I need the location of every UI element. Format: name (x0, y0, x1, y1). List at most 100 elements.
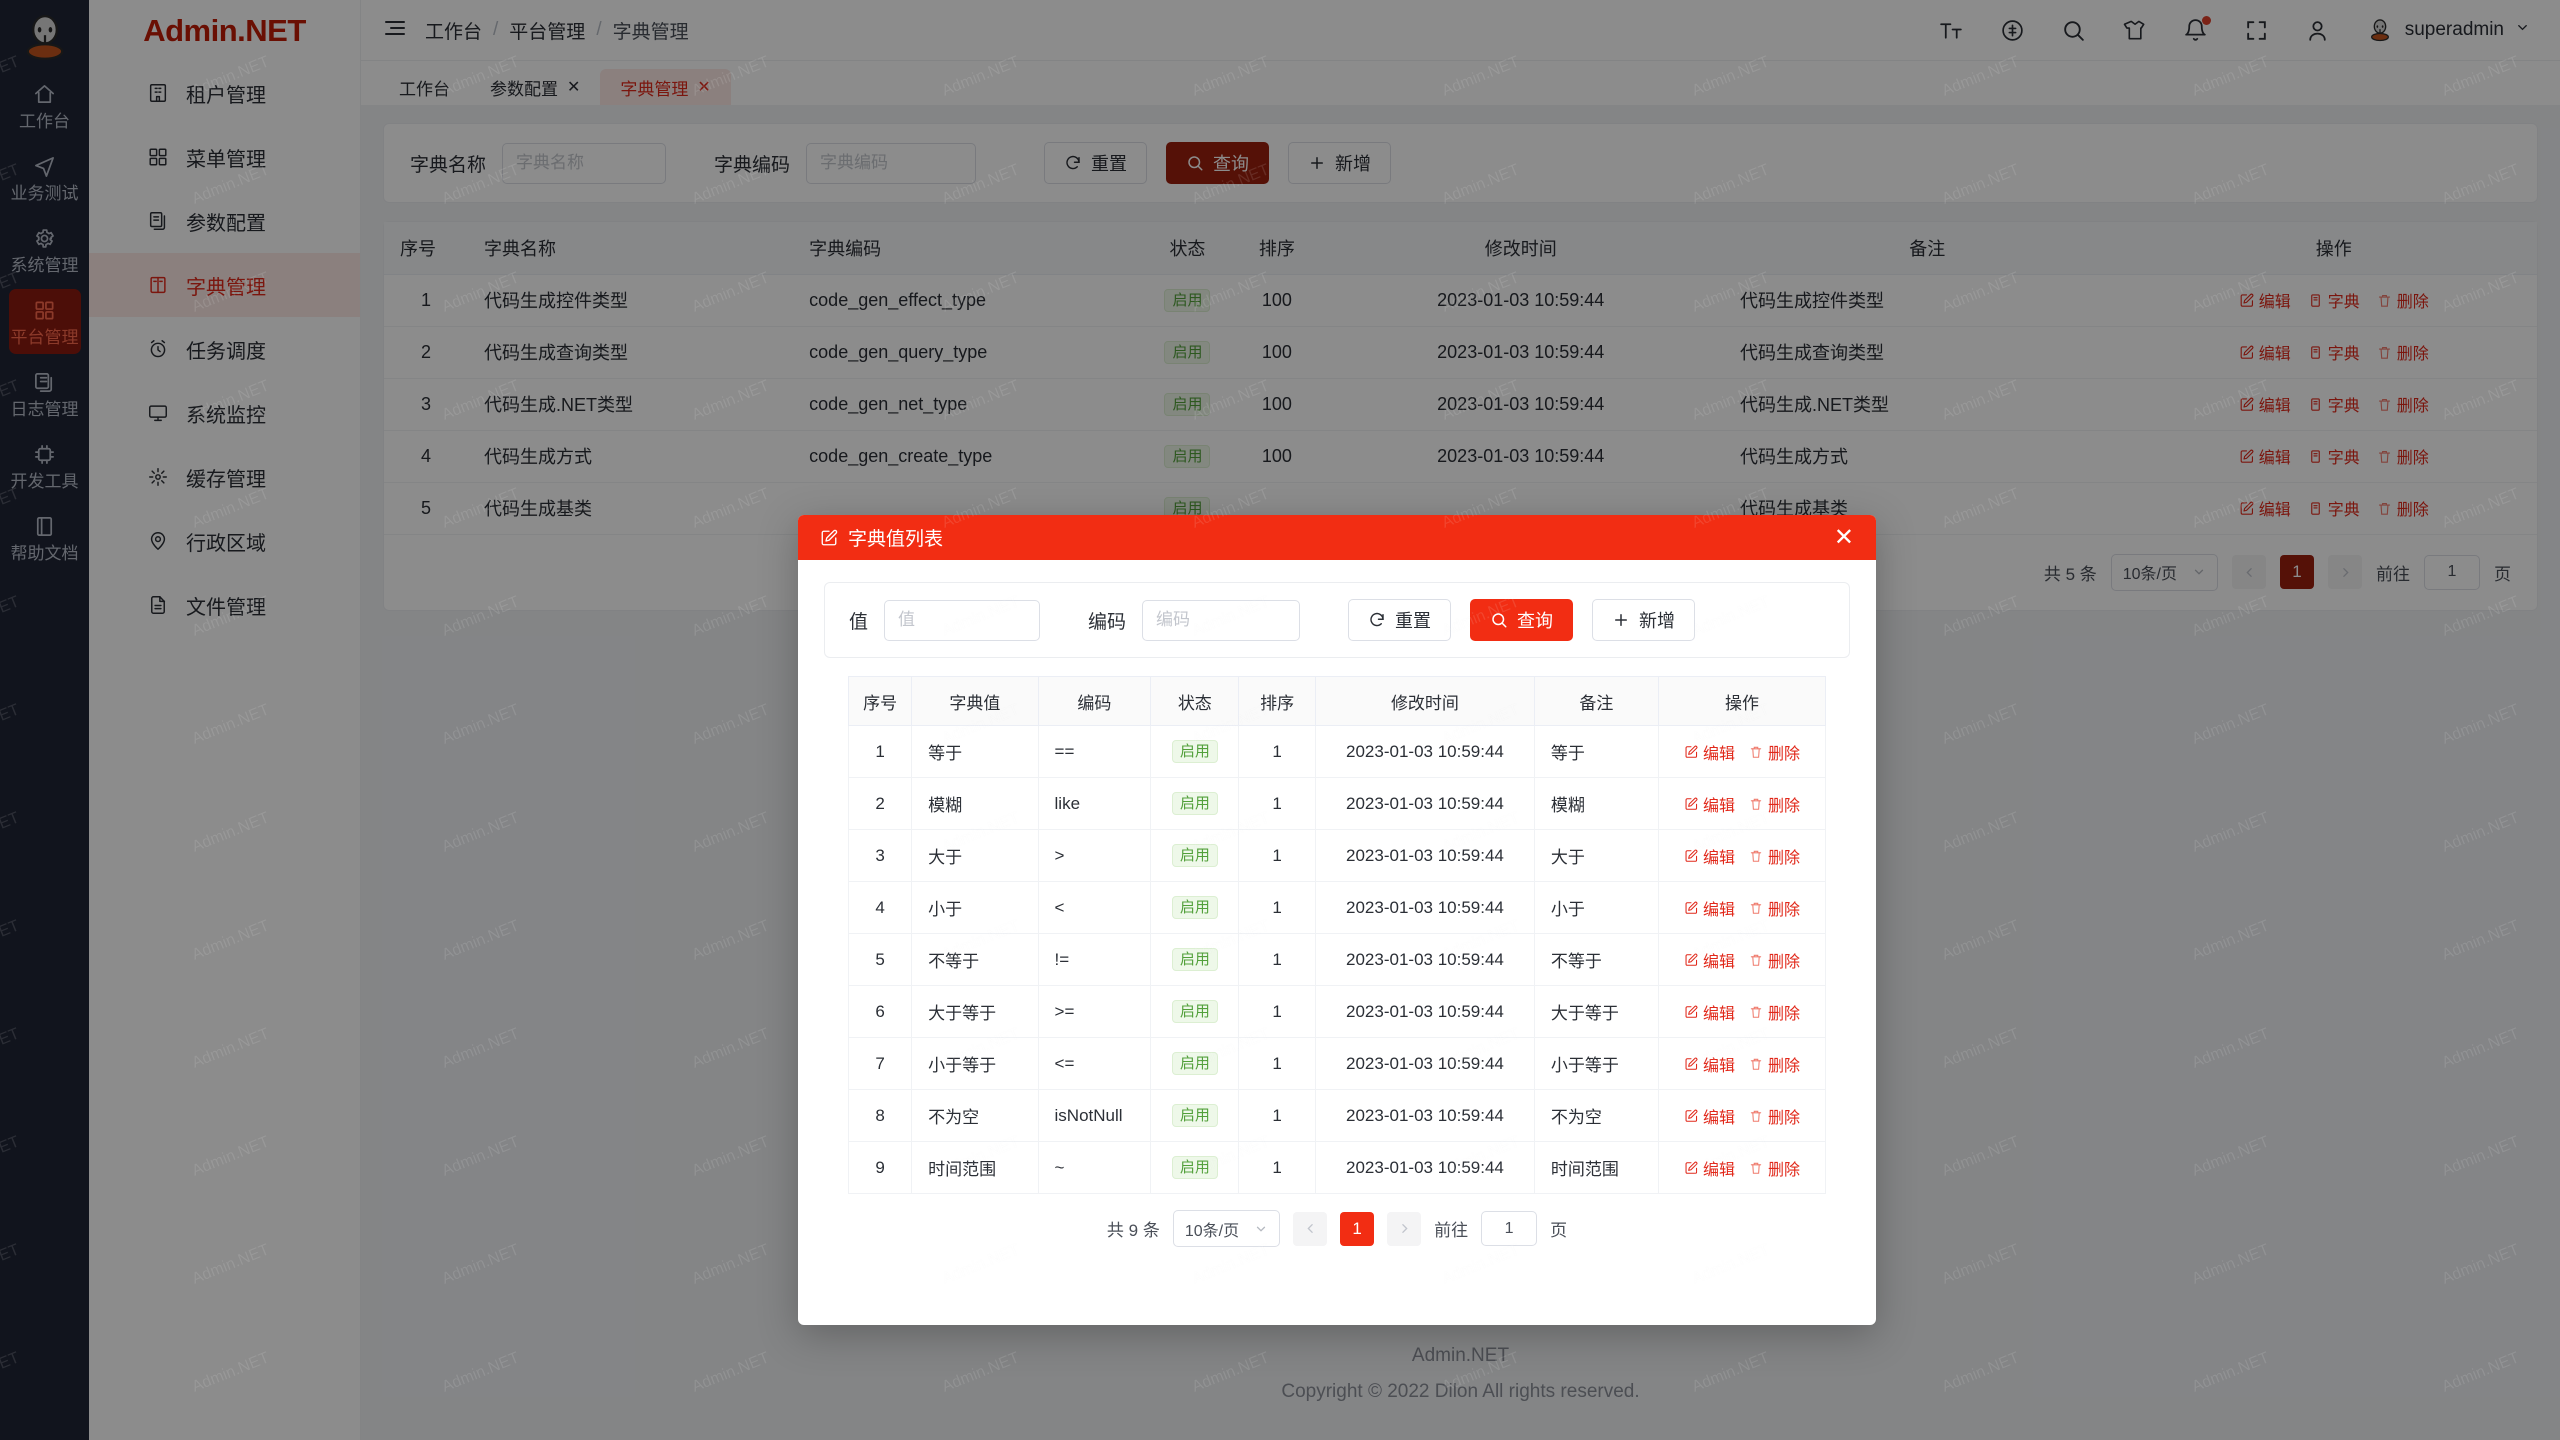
rail-item-7[interactable]: 帮助文档 (9, 505, 81, 570)
breadcrumb-item-3[interactable]: 字典管理 (612, 21, 689, 43)
fullscreen-icon[interactable] (2244, 18, 2269, 43)
reset-button[interactable]: 重置 (1044, 142, 1148, 184)
notification-bell-icon[interactable] (2183, 15, 2211, 43)
sidebar-item-9[interactable]: 文件管理 (89, 573, 360, 637)
sidebar-item-1[interactable]: 租户管理 (89, 61, 360, 125)
add-button[interactable]: 新增 (1288, 142, 1392, 184)
op-删除[interactable]: 删除 (2377, 288, 2429, 312)
sidebar-item-6[interactable]: 系统监控 (89, 381, 360, 445)
op-字典[interactable]: 字典 (2308, 340, 2360, 364)
modal-table-row[interactable]: 6 大于等于 >= 启用 1 2023-01-03 10:59:44 大于等于 编辑 删除 (847, 985, 1827, 1038)
modal-page-number-1[interactable]: 1 (1340, 1211, 1375, 1246)
op-编辑[interactable]: 编辑 (2239, 392, 2291, 416)
rail-item-6[interactable]: 开发工具 (9, 433, 81, 498)
modal-reset-button[interactable]: 重置 (1348, 599, 1452, 641)
rail-item-5[interactable]: 日志管理 (9, 361, 81, 426)
modal-table-row[interactable]: 3 大于 > 启用 1 2023-01-03 10:59:44 大于 编辑 删除 (847, 829, 1827, 882)
op-字典[interactable]: 字典 (2308, 496, 2360, 520)
modal-table-row[interactable]: 8 不为空 isNotNull 启用 1 2023-01-03 10:59:44 不为空 编辑… (847, 1089, 1827, 1142)
op-删除[interactable]: 删除 (2377, 444, 2429, 468)
modal-page-size-select[interactable]: 10条/页 (1172, 1210, 1281, 1247)
tab-3[interactable]: 字典管理 ✕ (600, 69, 731, 105)
table-row[interactable]: 2 代码生成查询类型 code_gen_query_type 启用 100 2023-01… (384, 326, 2537, 379)
modal-op-删除[interactable]: 删除 (1749, 1052, 1800, 1076)
font-size-icon[interactable] (1939, 18, 1964, 43)
modal-op-删除[interactable]: 删除 (1749, 1156, 1800, 1180)
user-menu[interactable]: superadmin (2366, 16, 2530, 44)
goto-page-input[interactable] (2424, 554, 2480, 590)
user-icon[interactable] (2305, 18, 2330, 43)
op-编辑[interactable]: 编辑 (2239, 444, 2291, 468)
dict-name-input[interactable] (502, 142, 667, 184)
sidebar-item-4[interactable]: 字典管理 (89, 253, 360, 317)
theme-shirt-icon[interactable] (2122, 18, 2147, 43)
modal-op-编辑[interactable]: 编辑 (1684, 740, 1735, 764)
modal-table-row[interactable]: 9 时间范围 ~ 启用 1 2023-01-03 10:59:44 时间范围 编辑 删除 (847, 1141, 1827, 1194)
modal-op-删除[interactable]: 删除 (1749, 948, 1800, 972)
prev-page-button[interactable] (2232, 555, 2266, 589)
modal-table-row[interactable]: 1 等于 == 启用 1 2023-01-03 10:59:44 等于 编辑 删除 (847, 725, 1827, 778)
modal-table-row[interactable]: 4 小于 < 启用 1 2023-01-03 10:59:44 小于 编辑 删除 (847, 881, 1827, 934)
modal-op-编辑[interactable]: 编辑 (1684, 896, 1735, 920)
tab-close-icon[interactable]: ✕ (697, 79, 711, 96)
rail-item-3[interactable]: 系统管理 (9, 217, 81, 282)
page-size-select[interactable]: 10条/页 (2110, 553, 2218, 591)
modal-query-button[interactable]: 查询 (1470, 599, 1574, 641)
modal-prev-page-button[interactable] (1293, 1211, 1328, 1246)
close-icon[interactable]: ✕ (1833, 523, 1854, 551)
modal-add-button[interactable]: 新增 (1592, 599, 1696, 641)
modal-goto-page-input[interactable] (1481, 1211, 1538, 1246)
dict-code-input[interactable] (806, 142, 977, 184)
table-row[interactable]: 1 代码生成控件类型 code_gen_effect_type 启用 100 2023-0… (384, 274, 2537, 327)
table-row[interactable]: 4 代码生成方式 code_gen_create_type 启用 100 2023-01-… (384, 430, 2537, 483)
sidebar-item-3[interactable]: 参数配置 (89, 189, 360, 253)
next-page-button[interactable] (2328, 555, 2362, 589)
sidebar-item-2[interactable]: 菜单管理 (89, 125, 360, 189)
op-字典[interactable]: 字典 (2308, 444, 2360, 468)
modal-op-编辑[interactable]: 编辑 (1684, 1000, 1735, 1024)
modal-op-删除[interactable]: 删除 (1749, 740, 1800, 764)
modal-value-input[interactable] (884, 599, 1041, 641)
op-编辑[interactable]: 编辑 (2239, 340, 2291, 364)
tab-close-icon[interactable]: ✕ (567, 79, 581, 96)
search-icon[interactable] (2061, 18, 2086, 43)
op-字典[interactable]: 字典 (2308, 288, 2360, 312)
sidebar-item-8[interactable]: 行政区域 (89, 509, 360, 573)
modal-op-编辑[interactable]: 编辑 (1684, 948, 1735, 972)
modal-table-row[interactable]: 7 小于等于 <= 启用 1 2023-01-03 10:59:44 小于等于 编辑 删除 (847, 1037, 1827, 1090)
modal-op-编辑[interactable]: 编辑 (1684, 1104, 1735, 1128)
modal-op-编辑[interactable]: 编辑 (1684, 792, 1735, 816)
sidebar-item-7[interactable]: 缓存管理 (89, 445, 360, 509)
sidebar-item-5[interactable]: 任务调度 (89, 317, 360, 381)
modal-code-input[interactable] (1142, 599, 1301, 641)
op-删除[interactable]: 删除 (2377, 392, 2429, 416)
modal-op-删除[interactable]: 删除 (1749, 1104, 1800, 1128)
modal-table-row[interactable]: 2 模糊 like 启用 1 2023-01-03 10:59:44 模糊 编辑 删除 (847, 777, 1827, 830)
tab-2[interactable]: 参数配置 ✕ (470, 69, 600, 105)
modal-op-删除[interactable]: 删除 (1749, 1000, 1800, 1024)
modal-op-编辑[interactable]: 编辑 (1684, 1052, 1735, 1076)
op-删除[interactable]: 删除 (2377, 340, 2429, 364)
op-字典[interactable]: 字典 (2308, 392, 2360, 416)
rail-item-4[interactable]: 平台管理 (8, 289, 81, 354)
modal-next-page-button[interactable] (1387, 1211, 1422, 1246)
page-number-1[interactable]: 1 (2280, 555, 2314, 589)
breadcrumb-item-1[interactable]: 工作台 (425, 21, 483, 43)
op-删除[interactable]: 删除 (2377, 496, 2429, 520)
breadcrumb-item-2[interactable]: 平台管理 (509, 21, 586, 43)
op-编辑[interactable]: 编辑 (2239, 496, 2291, 520)
modal-op-删除[interactable]: 删除 (1749, 844, 1800, 868)
rail-item-2[interactable]: 业务测试 (9, 145, 81, 210)
query-button[interactable]: 查询 (1166, 142, 1270, 184)
modal-op-删除[interactable]: 删除 (1749, 896, 1800, 920)
op-编辑[interactable]: 编辑 (2239, 288, 2291, 312)
table-row[interactable]: 3 代码生成.NET类型 code_gen_net_type 启用 100 2023-01… (384, 378, 2537, 431)
modal-op-删除[interactable]: 删除 (1749, 792, 1800, 816)
language-globe-icon[interactable] (2000, 18, 2025, 43)
hamburger-collapse-icon[interactable] (383, 16, 407, 45)
modal-op-编辑[interactable]: 编辑 (1684, 1156, 1735, 1180)
modal-table-row[interactable]: 5 不等于 != 启用 1 2023-01-03 10:59:44 不等于 编辑 删除 (847, 933, 1827, 986)
modal-op-编辑[interactable]: 编辑 (1684, 844, 1735, 868)
tab-1[interactable]: 工作台 (379, 69, 470, 105)
rail-item-1[interactable]: 工作台 (9, 73, 81, 138)
